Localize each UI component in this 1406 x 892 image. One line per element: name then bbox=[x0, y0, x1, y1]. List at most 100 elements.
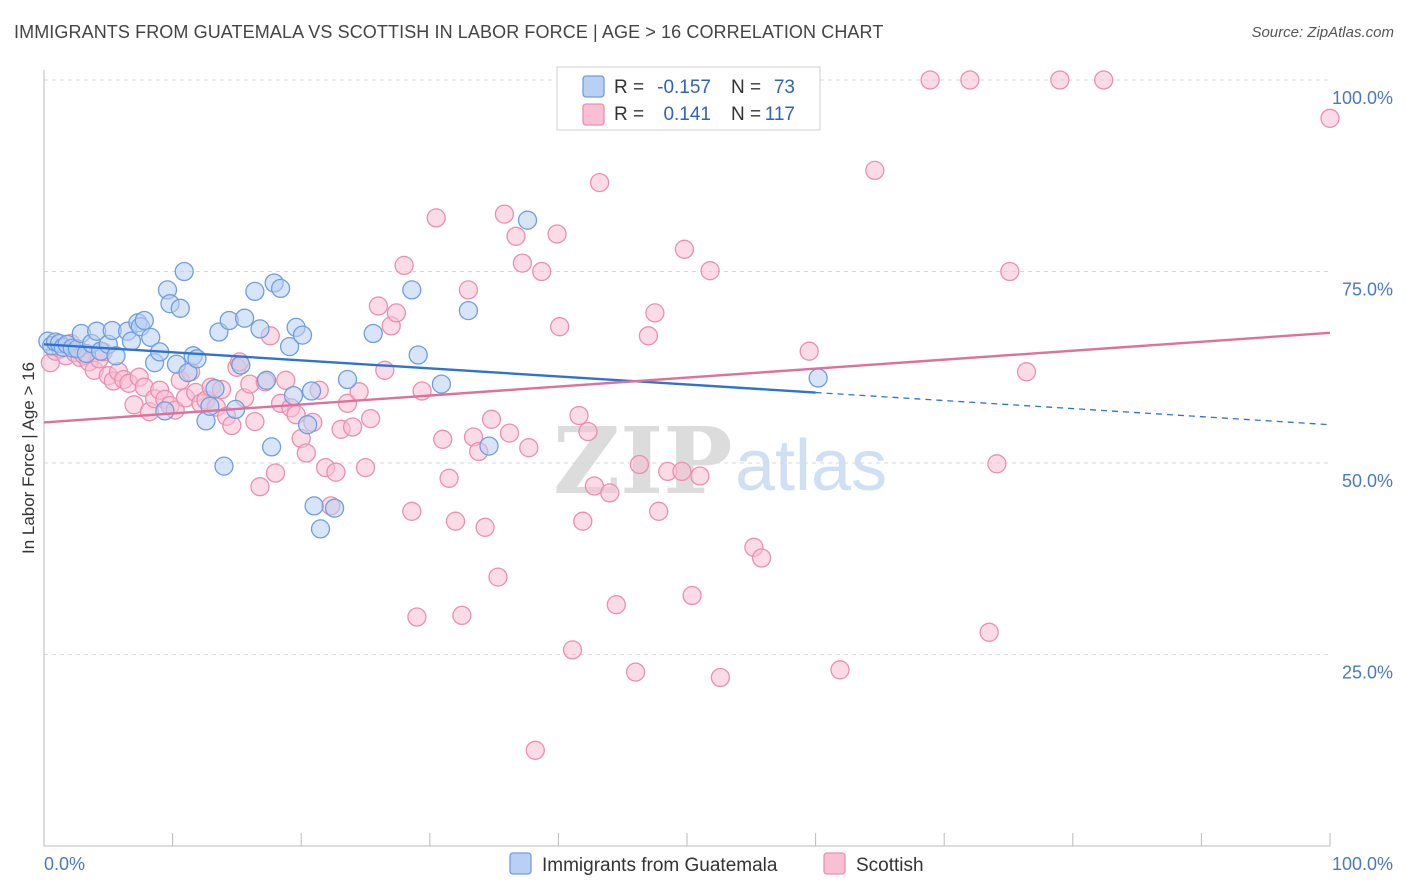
data-point bbox=[250, 477, 270, 497]
data-point bbox=[452, 605, 472, 626]
data-point bbox=[214, 456, 234, 476]
data-point bbox=[245, 411, 265, 432]
data-point bbox=[231, 355, 251, 375]
chart-title: IMMIGRANTS FROM GUATEMALA VS SCOTTISH IN… bbox=[14, 22, 884, 42]
data-point bbox=[433, 429, 453, 449]
data-point bbox=[525, 740, 545, 760]
legend-label-guatemala: Immigrants from Guatemala bbox=[542, 855, 778, 876]
data-point bbox=[270, 278, 291, 299]
legend-swatch-guatemala bbox=[582, 75, 605, 98]
data-point bbox=[700, 261, 720, 281]
series-blue bbox=[38, 210, 828, 539]
legend-n-value: 73 bbox=[774, 77, 795, 98]
data-point bbox=[710, 667, 731, 688]
series-legend: Immigrants from Guatemala Scottish bbox=[509, 852, 924, 876]
legend-n-label: N = bbox=[731, 77, 761, 98]
data-point bbox=[360, 408, 381, 429]
data-point bbox=[865, 160, 885, 181]
data-point bbox=[488, 567, 508, 587]
y-tick-label: 100.0% bbox=[1332, 88, 1393, 108]
legend-swatch-guatemala bbox=[509, 852, 532, 875]
data-point bbox=[326, 462, 346, 482]
data-points bbox=[38, 70, 1340, 760]
data-point bbox=[402, 501, 422, 521]
x-tick-label-min: 0.0% bbox=[44, 854, 85, 874]
data-point bbox=[645, 303, 665, 323]
y-tick-labels: 25.0% 50.0% 75.0% 100.0% bbox=[1332, 88, 1393, 683]
data-point bbox=[261, 437, 282, 457]
data-point bbox=[547, 224, 567, 244]
data-point bbox=[578, 421, 598, 442]
data-point bbox=[458, 280, 479, 300]
data-point bbox=[1016, 362, 1037, 382]
trend-line bbox=[43, 331, 1331, 424]
data-point bbox=[808, 368, 828, 388]
data-point bbox=[170, 298, 190, 318]
data-point bbox=[407, 607, 427, 627]
legend-r-value: 0.141 bbox=[663, 104, 711, 125]
x-ticks bbox=[172, 833, 1331, 846]
data-point bbox=[439, 468, 459, 488]
data-point bbox=[279, 336, 300, 357]
y-axis-label: In Labor Force | Age > 16 bbox=[19, 362, 38, 554]
data-point bbox=[296, 443, 316, 463]
data-point bbox=[481, 409, 502, 429]
data-point bbox=[304, 496, 324, 516]
trend-line-extension bbox=[815, 391, 1331, 426]
data-point bbox=[200, 396, 220, 416]
data-point bbox=[310, 519, 331, 539]
data-point bbox=[562, 640, 583, 660]
data-point bbox=[265, 463, 286, 483]
legend-swatch-scottish bbox=[582, 103, 605, 126]
data-point bbox=[402, 280, 422, 300]
data-point bbox=[1000, 261, 1020, 282]
data-point bbox=[1094, 70, 1114, 90]
y-tick-label: 75.0% bbox=[1342, 280, 1393, 300]
data-point bbox=[799, 341, 819, 361]
data-point bbox=[1050, 70, 1070, 90]
data-point bbox=[458, 300, 479, 321]
legend-r-label: R = bbox=[614, 77, 644, 98]
legend-label-scottish: Scottish bbox=[856, 855, 924, 876]
legend-r-value: -0.157 bbox=[657, 77, 711, 98]
data-point bbox=[250, 319, 270, 339]
data-point bbox=[517, 210, 538, 230]
data-point bbox=[297, 415, 318, 435]
data-point bbox=[532, 261, 552, 282]
data-point bbox=[337, 393, 358, 413]
correlation-legend: R = -0.157 N = 73 R = 0.141 N = 117 bbox=[556, 66, 821, 131]
data-point bbox=[987, 454, 1007, 474]
data-point bbox=[475, 517, 495, 537]
data-point bbox=[292, 325, 313, 345]
data-point bbox=[506, 226, 526, 246]
data-point bbox=[674, 239, 695, 259]
data-point bbox=[283, 385, 304, 406]
data-point bbox=[569, 405, 589, 426]
y-tick-label: 25.0% bbox=[1342, 663, 1393, 683]
data-point bbox=[649, 501, 669, 521]
data-point bbox=[573, 511, 593, 531]
data-point bbox=[606, 595, 626, 615]
legend-swatch-scottish bbox=[823, 852, 846, 875]
data-point bbox=[625, 662, 646, 682]
data-point bbox=[629, 454, 650, 475]
legend-r-label: R = bbox=[614, 104, 644, 125]
watermark: ZIP atlas bbox=[553, 407, 887, 515]
data-point bbox=[479, 436, 499, 456]
data-point bbox=[342, 417, 363, 437]
trend-line bbox=[43, 343, 816, 394]
data-point bbox=[368, 296, 389, 316]
data-point bbox=[222, 415, 242, 436]
data-point bbox=[394, 255, 414, 276]
data-point bbox=[245, 281, 265, 302]
data-point bbox=[751, 548, 772, 568]
data-point bbox=[499, 423, 520, 443]
data-point bbox=[276, 370, 296, 390]
data-point bbox=[205, 379, 225, 399]
data-point bbox=[600, 483, 620, 503]
data-point bbox=[830, 660, 850, 680]
data-point bbox=[682, 585, 702, 606]
data-point bbox=[106, 346, 126, 366]
data-point bbox=[638, 326, 659, 346]
